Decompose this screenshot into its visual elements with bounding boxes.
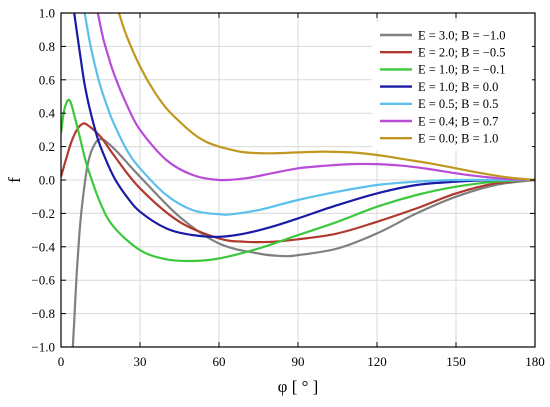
y-tick-label: −0.8 — [31, 306, 55, 321]
y-tick-label: −0.4 — [31, 239, 55, 254]
x-tick-label: 30 — [134, 354, 147, 369]
y-tick-label: 0.0 — [39, 173, 55, 188]
y-tick-label: 1.0 — [39, 6, 55, 21]
y-tick-label: 0.4 — [39, 106, 56, 121]
y-axis-label: f — [5, 177, 24, 183]
x-axis-label: φ [ ° ] — [278, 377, 319, 396]
legend-label-1: E = 3.0; B = −1.0 — [418, 28, 505, 42]
x-tick-label: 60 — [213, 354, 226, 369]
series-line-3 — [61, 98, 535, 263]
legend-label-7: E = 0.0; B = 1.0 — [418, 132, 498, 146]
legend-label-6: E = 0.4; B = 0.7 — [418, 114, 498, 128]
y-tick-label: −1.0 — [31, 340, 55, 355]
series-line-5 — [83, 13, 535, 216]
x-tick-label: 90 — [292, 354, 305, 369]
y-tick-label: 0.8 — [39, 39, 55, 54]
legend-label-2: E = 2.0; B = −0.5 — [418, 46, 505, 60]
y-tick-label: 0.2 — [39, 139, 55, 154]
y-tick-label: 0.6 — [39, 72, 56, 87]
legend-label-5: E = 0.5; B = 0.5 — [418, 97, 498, 111]
legend-label-4: E = 1.0; B = 0.0 — [418, 80, 498, 94]
tick-labels: 0 30 60 90 120 150 180 −1.0 −0.8 −0.6 −0.4 −0.2 0.0 0… — [31, 6, 544, 370]
series-line-1 — [71, 138, 535, 347]
x-tick-label: 180 — [525, 354, 545, 369]
legend: E = 3.0; B = −1.0 E = 2.0; B = −0.5 E = 1.… — [372, 22, 532, 151]
y-tick-label: −0.6 — [31, 273, 55, 288]
y-tick-label: −0.2 — [31, 206, 55, 221]
x-tick-label: 150 — [446, 354, 466, 369]
legend-label-3: E = 1.0; B = −0.1 — [418, 63, 505, 77]
x-tick-label: 120 — [367, 354, 387, 369]
series-line-7 — [117, 13, 535, 182]
series-line-6 — [96, 13, 535, 182]
x-tick-label: 0 — [58, 354, 65, 369]
series-line-4 — [73, 13, 535, 238]
series-group — [61, 13, 535, 347]
